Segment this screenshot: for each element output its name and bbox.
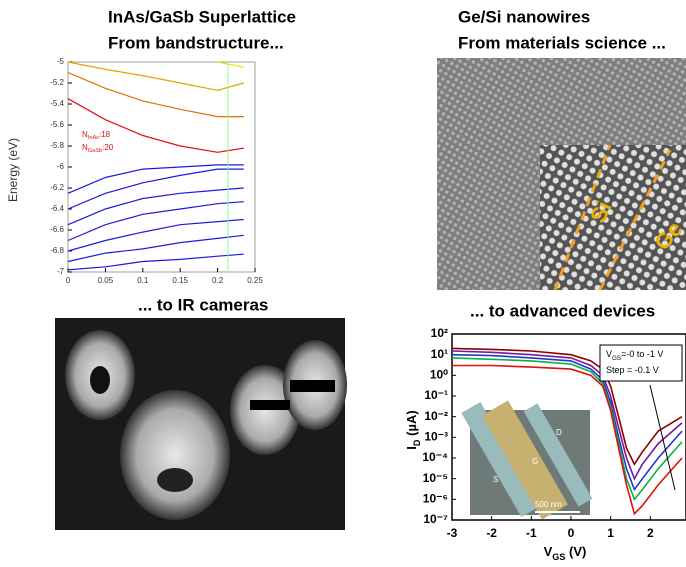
annotation-part: InAs (88, 135, 99, 141)
arrow (649, 384, 676, 491)
right-title: Ge/Si nanowires (458, 7, 590, 26)
sem-label: G (532, 457, 538, 466)
sem-wire (461, 402, 541, 517)
y-tick-label: -6.6 (50, 225, 64, 234)
annotation-part: 18 (101, 130, 110, 139)
ir-image (55, 318, 347, 530)
series-line (67, 253, 244, 271)
y-tick-label: 10⁻⁵ (423, 471, 448, 485)
y-axis-label: Energy (eV) (6, 138, 20, 202)
sem-label: S (493, 475, 498, 484)
series-line (451, 347, 683, 466)
note-box (599, 344, 683, 382)
annotation-part: N (82, 130, 88, 139)
series-line (451, 357, 683, 501)
x-axis-label-part: V (544, 544, 553, 559)
series-line (67, 71, 244, 118)
y-tick-label: 10⁻⁷ (423, 512, 448, 526)
series-line (67, 168, 244, 210)
left-title: InAs/GaSb Superlattice (108, 7, 296, 26)
series-line (67, 98, 244, 153)
plot-frame (451, 333, 686, 521)
y-tick-label: 10² (431, 326, 448, 340)
series-line (67, 61, 244, 91)
x-axis-label: VGS (V) (544, 544, 587, 562)
series-line (67, 164, 244, 194)
y-tick-label: 10⁻¹ (424, 388, 448, 402)
right-subtitle: From materials science ... (458, 33, 666, 52)
sem-gate (482, 400, 568, 520)
annotation-part: N (82, 143, 88, 152)
x-tick-label: 0.1 (137, 276, 149, 285)
x-tick-label: 1 (607, 526, 614, 540)
x-axis-label-part: (V) (565, 544, 586, 559)
y-tick-label: 10⁻³ (424, 430, 448, 444)
sem-wire (523, 403, 593, 507)
x-tick-label: 2 (647, 526, 654, 540)
y-axis-label-part: (µA) (404, 410, 419, 439)
annotation-part: GaSb (88, 148, 102, 154)
note-line-part: Step = -0.1 V (606, 365, 659, 375)
y-tick-label: -6.8 (50, 246, 64, 255)
y-axis-label-part: I (404, 446, 419, 450)
note-line-part: =-0 to -1 V (621, 349, 663, 359)
series-line (67, 218, 244, 252)
y-tick-label: -5 (57, 57, 65, 66)
note-line: VGS=-0 to -1 V (606, 349, 663, 362)
series-line (451, 353, 683, 492)
y-tick-label: -6 (57, 162, 65, 171)
sem-label: 500 nm (535, 500, 562, 509)
y-axis-label-part: D (412, 439, 422, 446)
y-tick-label: -6.2 (50, 183, 64, 192)
y-tick-label: -5.2 (50, 78, 64, 87)
y-tick-label: 10⁰ (430, 368, 448, 382)
y-tick-label: -7 (57, 267, 65, 276)
x-axis-label-part: GS (552, 552, 565, 562)
series-line (67, 187, 244, 226)
sem-label: D (556, 428, 562, 437)
y-tick-label: 10¹ (431, 347, 448, 361)
series-line (67, 201, 244, 242)
left-subtitle: From bandstructure... (108, 33, 284, 52)
x-tick-label: 0.2 (212, 276, 224, 285)
y-tick-label: -5.8 (50, 141, 64, 150)
annotation-part: 20 (104, 143, 113, 152)
left-caption: ... to IR cameras (138, 295, 268, 314)
x-tick-label: 0 (66, 276, 71, 285)
series-line (217, 61, 244, 68)
y-axis-label: ID (µA) (404, 410, 422, 449)
series-line (451, 350, 683, 481)
note-line-part: V (606, 349, 612, 359)
y-tick-label: 10⁻⁴ (422, 450, 448, 464)
note-line-part: GS (612, 355, 621, 362)
annotation: NGaSb:20 (82, 143, 114, 154)
right-caption: ... to advanced devices (470, 301, 655, 320)
x-tick-label: 0.15 (172, 276, 188, 285)
x-tick-label: 0.05 (98, 276, 114, 285)
x-tick-label: -1 (526, 526, 537, 540)
x-tick-label: -2 (486, 526, 497, 540)
y-tick-label: -6.4 (50, 204, 64, 213)
annotation-part: : (99, 130, 101, 139)
note-line: Step = -0.1 V (606, 365, 659, 375)
x-tick-label: -3 (447, 526, 458, 540)
tem-image: Si Ge (437, 58, 686, 291)
series-line (452, 364, 683, 516)
sem-inset: S G D 500 nm (461, 400, 593, 520)
series-line (67, 234, 244, 263)
plot-frame (67, 61, 256, 273)
y-tick-label: -5.6 (50, 120, 64, 129)
annotation-part: : (102, 143, 104, 152)
x-tick-label: 0 (568, 526, 575, 540)
y-tick-label: 10⁻⁶ (423, 492, 448, 506)
y-tick-label: 10⁻² (424, 409, 448, 423)
y-tick-label: -5.4 (50, 99, 64, 108)
annotation: NInAs:18 (82, 130, 111, 141)
x-tick-label: 0.25 (247, 276, 263, 285)
